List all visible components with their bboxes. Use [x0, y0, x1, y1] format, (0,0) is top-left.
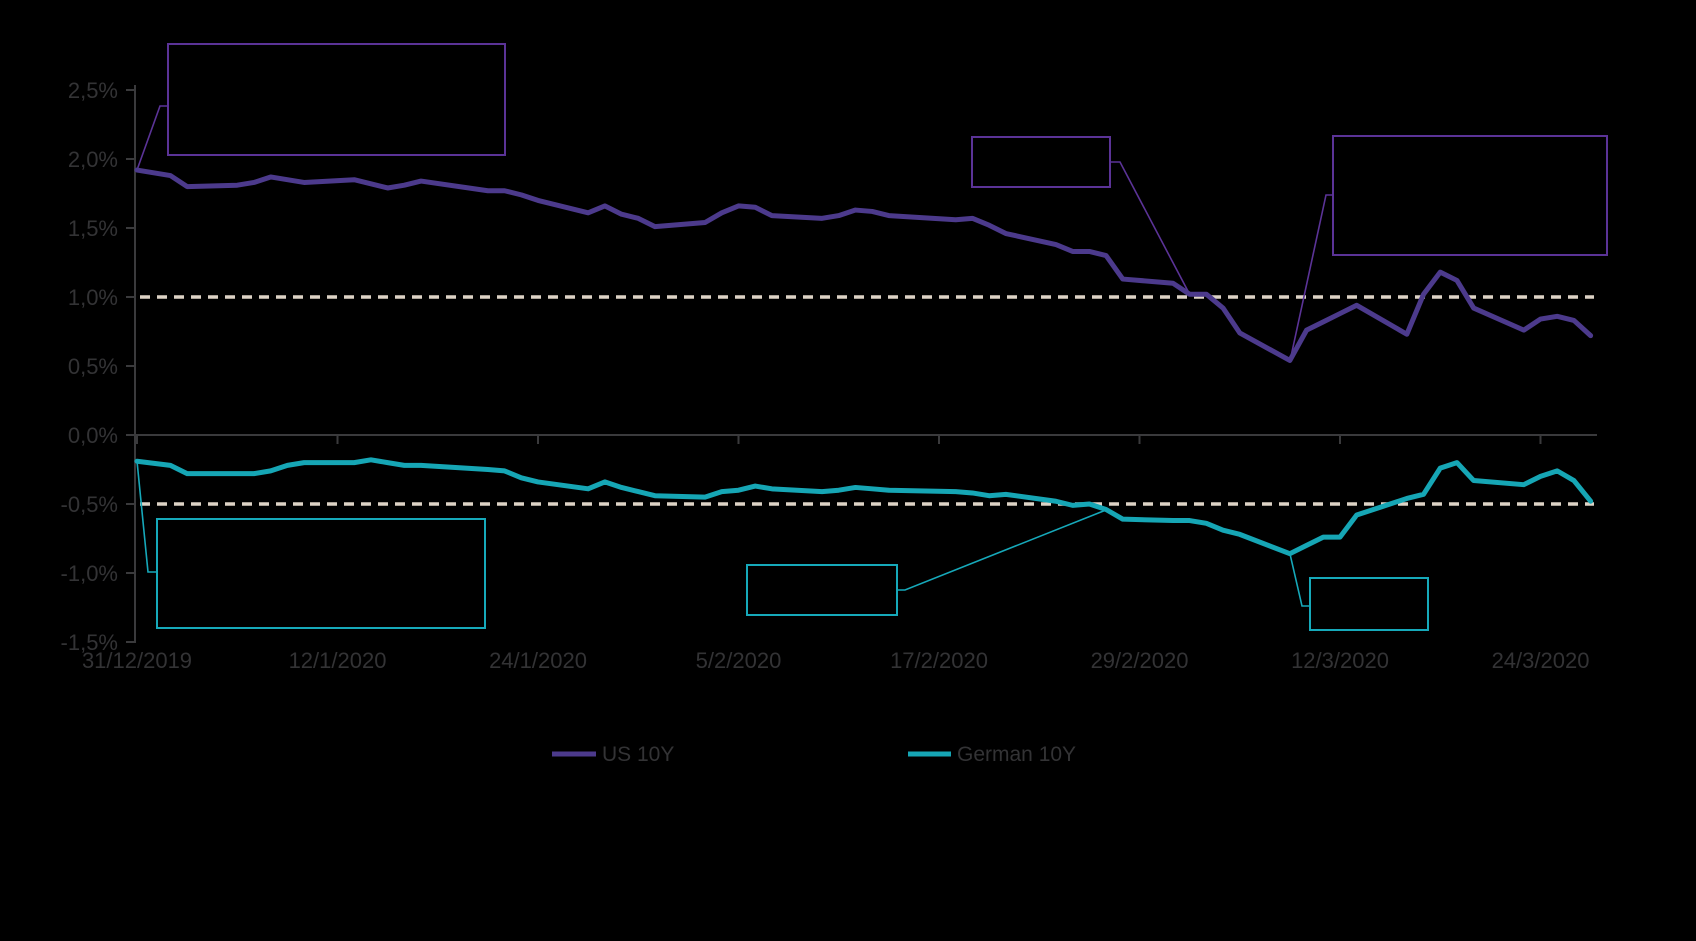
x-axis-tick-label: 24/3/2020	[1492, 648, 1590, 673]
x-axis-tick-label: 5/2/2020	[696, 648, 782, 673]
callout-german-breaks-minus05-box	[746, 564, 898, 616]
callout-us-low-box	[1332, 135, 1608, 256]
callout-us-start-leader-line	[136, 105, 168, 171]
y-axis-tick-label: 0,5%	[68, 354, 118, 379]
x-axis-tick-label: 31/12/2019	[82, 648, 192, 673]
callout-german-breaks-minus05-leader-line	[897, 509, 1107, 591]
y-axis-tick-label: -0,5%	[61, 492, 118, 517]
callout-us-breaks-1pct-leader-line	[1110, 161, 1191, 296]
legend-label-german-10y: German 10Y	[957, 743, 1076, 766]
x-axis-tick-label: 29/2/2020	[1091, 648, 1189, 673]
callout-german-low-leader-line	[1289, 553, 1310, 607]
series-line-us-10y	[134, 167, 1594, 363]
x-axis-tick-label: 24/1/2020	[489, 648, 587, 673]
callout-us-start-box	[167, 43, 506, 156]
series-line-german-10y	[134, 457, 1594, 557]
callout-german-start-box	[156, 518, 486, 629]
y-axis-tick-label: -1,5%	[61, 630, 118, 655]
y-axis-tick-label: 1,5%	[68, 216, 118, 241]
x-axis-tick-label: 12/3/2020	[1291, 648, 1389, 673]
callout-german-low-box	[1309, 577, 1429, 631]
x-axis-tick-label: 17/2/2020	[890, 648, 988, 673]
x-axis-tick-label: 12/1/2020	[289, 648, 387, 673]
y-axis-tick-label: -1,0%	[61, 561, 118, 586]
y-axis-tick-label: 0,0%	[68, 423, 118, 448]
legend-label-us-10y: US 10Y	[602, 743, 674, 766]
callout-german-start-leader-line	[136, 460, 157, 573]
y-axis-tick-label: 1,0%	[68, 285, 118, 310]
y-axis-tick-label: 2,5%	[68, 78, 118, 103]
y-axis-tick-label: 2,0%	[68, 147, 118, 172]
legend: US 10Y German 10Y	[552, 743, 1076, 766]
callout-us-low-leader-line	[1289, 194, 1333, 362]
callout-us-breaks-1pct-box	[971, 136, 1111, 188]
